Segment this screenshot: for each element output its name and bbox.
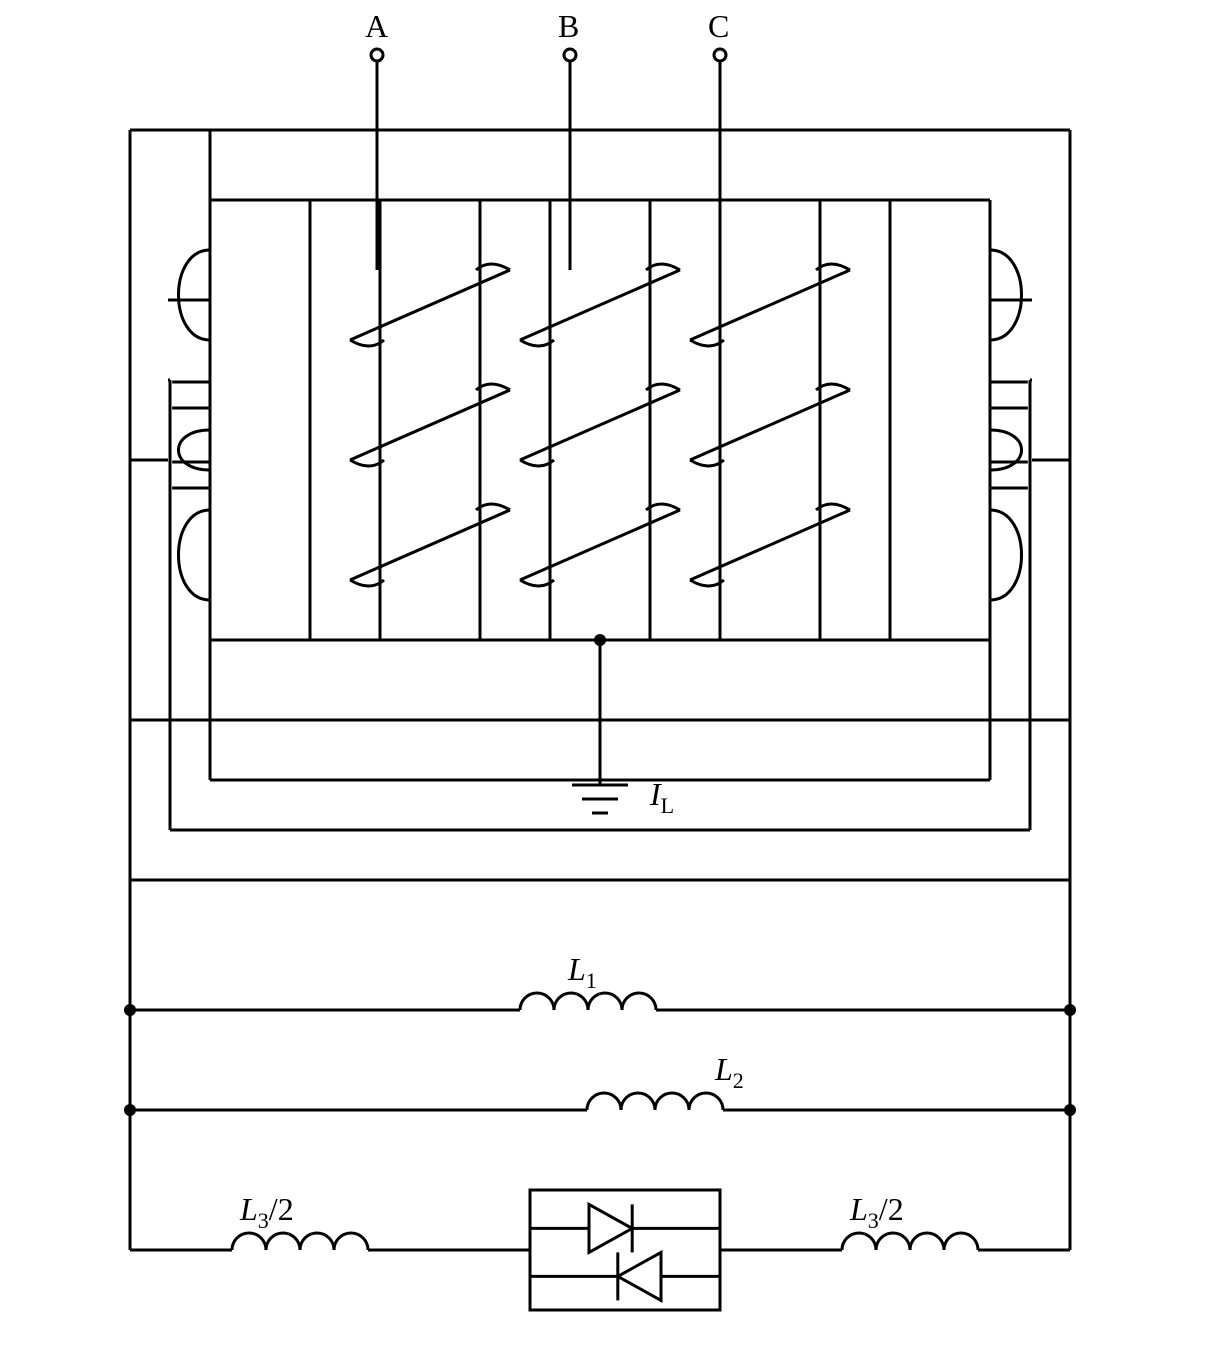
svg-text:B: B bbox=[558, 8, 579, 44]
svg-text:L3/2: L3/2 bbox=[239, 1191, 294, 1233]
svg-text:L3/2: L3/2 bbox=[849, 1191, 904, 1233]
svg-text:L1: L1 bbox=[567, 951, 597, 993]
svg-text:A: A bbox=[365, 8, 388, 44]
svg-text:L2: L2 bbox=[714, 1051, 744, 1093]
svg-text:IL: IL bbox=[649, 776, 674, 818]
svg-text:C: C bbox=[708, 8, 729, 44]
